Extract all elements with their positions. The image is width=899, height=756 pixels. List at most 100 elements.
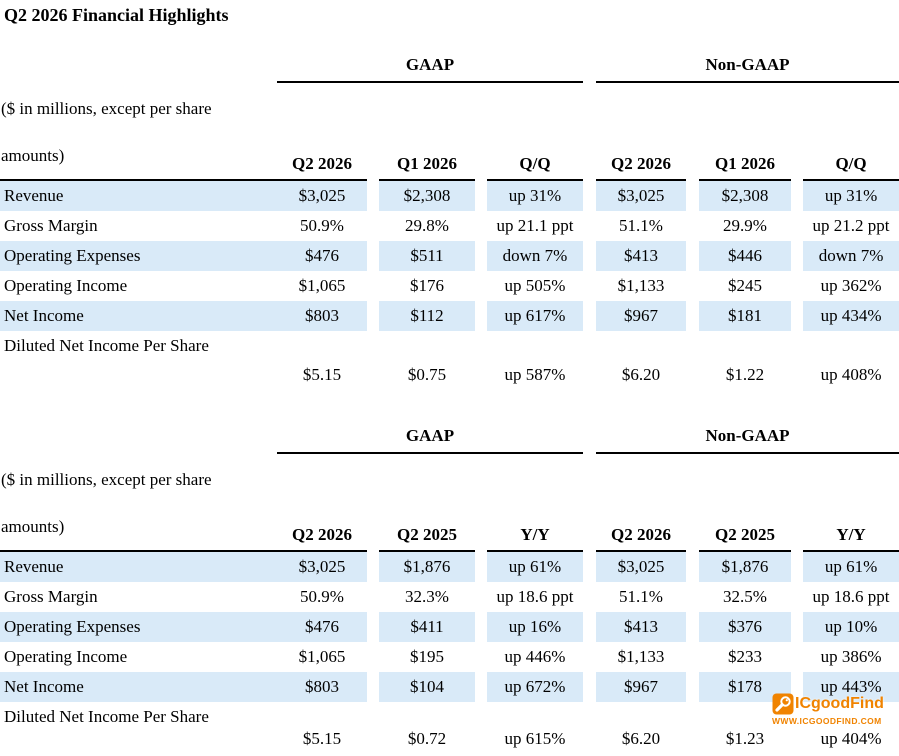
column-header: Q2 2026 <box>596 83 687 181</box>
column-gap <box>686 612 700 642</box>
column-gap <box>791 83 804 181</box>
cell-value: $3,025 <box>277 181 367 211</box>
column-gap <box>791 672 804 702</box>
cell-value: up 615% <box>504 729 566 748</box>
column-gap <box>367 211 379 241</box>
column-gap <box>475 454 487 552</box>
cell-value: $376 <box>699 612 792 642</box>
column-gap <box>475 271 487 301</box>
table-row: Diluted Net Income Per Share $5.15 $0.75 up… <box>0 331 899 391</box>
column-gap <box>686 301 700 331</box>
column-gap <box>475 241 487 271</box>
cell-value: $476 <box>277 612 367 642</box>
column-gap <box>475 552 487 582</box>
column-gap <box>583 702 597 752</box>
cell-value: up 31% <box>803 181 899 211</box>
column-gap <box>367 83 379 181</box>
cell-value: 32.3% <box>405 587 449 606</box>
row-label: Revenue <box>0 552 277 582</box>
column-gap <box>686 211 700 241</box>
table-row: Operating Expenses $476 $411 up 16% $413 $376… <box>0 612 899 642</box>
column-gap <box>475 672 487 702</box>
column-gap <box>791 241 804 271</box>
cell-value: $413 <box>596 241 687 271</box>
row-label: Revenue <box>0 181 277 211</box>
column-gap <box>791 582 804 612</box>
column-header: Q2 2025 <box>379 454 475 552</box>
qq-comparison-section: GAAP Non-GAAP ($ in millions, except per… <box>0 50 899 391</box>
cell-value: $1,133 <box>617 276 665 295</box>
column-gap <box>583 582 597 612</box>
cell-value: up 443% <box>803 672 899 702</box>
cell-value: $476 <box>277 241 367 271</box>
cell-value: $104 <box>379 672 475 702</box>
cell-value: 50.9% <box>300 587 344 606</box>
group-header-non-gaap: Non-GAAP <box>596 50 899 83</box>
spacer-cell <box>0 50 277 83</box>
column-gap <box>583 271 597 301</box>
row-label: Operating Income <box>4 276 128 295</box>
column-gap <box>686 454 700 552</box>
column-gap <box>367 454 379 552</box>
column-gap <box>791 181 804 211</box>
table-row: Net Income $803 $112 up 617% $967 $181 up 434% <box>0 301 899 331</box>
column-gap <box>475 181 487 211</box>
column-gap <box>367 301 379 331</box>
cell-value: down 7% <box>803 241 899 271</box>
group-header-non-gaap: Non-GAAP <box>596 421 899 454</box>
column-gap <box>583 642 597 672</box>
column-gap <box>367 702 379 752</box>
cell-value: up 386% <box>820 647 882 666</box>
row-label: Diluted Net Income Per Share <box>4 336 209 355</box>
cell-value: $3,025 <box>596 181 687 211</box>
cell-value: up 587% <box>504 365 566 384</box>
column-header: Q2 2026 <box>596 454 687 552</box>
cell-value: $181 <box>699 301 792 331</box>
column-gap <box>475 702 487 752</box>
column-gap <box>475 582 487 612</box>
table-row: Operating Income $1,065 $195 up 446% $1,133 $… <box>0 642 899 672</box>
column-gap <box>583 331 597 391</box>
cell-value: up 617% <box>487 301 584 331</box>
watermark-url: WWW.ICGOODFIND.COM <box>772 716 882 726</box>
column-gap <box>686 552 700 582</box>
cell-value: $6.20 <box>621 365 661 384</box>
table-row: Gross Margin 50.9% 29.8% up 21.1 ppt 51.1% 29… <box>0 211 899 241</box>
column-gap <box>583 421 597 454</box>
cell-value: $446 <box>699 241 792 271</box>
column-gap <box>791 642 804 672</box>
cell-value: $176 <box>410 276 444 295</box>
table-row: Net Income $803 $104 up 672% $967 $178 up 443% <box>0 672 899 702</box>
column-gap <box>475 211 487 241</box>
column-gap <box>791 211 804 241</box>
column-gap <box>583 181 597 211</box>
units-note-line-1: ($ in millions, except per share <box>1 99 212 118</box>
cell-value: 50.9% <box>300 216 344 235</box>
row-label: Gross Margin <box>4 587 98 606</box>
cell-value: $1.23 <box>725 729 765 748</box>
cell-value: $3,025 <box>277 552 367 582</box>
cell-value: up 61% <box>487 552 584 582</box>
qq-table-body: Revenue $3,025 $2,308 up 31% $3,025 $2,308 up … <box>0 181 899 391</box>
row-label: Operating Income <box>4 647 128 666</box>
row-label: Net Income <box>0 301 277 331</box>
cell-value: up 434% <box>803 301 899 331</box>
cell-value: up 21.2 ppt <box>812 216 890 235</box>
cell-value: $3,025 <box>596 552 687 582</box>
cell-value: $1,065 <box>298 276 346 295</box>
column-gap <box>583 50 597 83</box>
column-gap <box>686 241 700 271</box>
column-gap <box>791 301 804 331</box>
yy-comparison-section: GAAP Non-GAAP ($ in millions, except per… <box>0 421 899 752</box>
cell-value: $0.75 <box>407 365 447 384</box>
column-header-row: ($ in millions, except per share amounts… <box>0 454 899 552</box>
column-gap <box>583 552 597 582</box>
column-gap <box>686 83 700 181</box>
cell-value: $6.20 <box>621 729 661 748</box>
cell-value: up 446% <box>504 647 566 666</box>
column-header: Q/Q <box>487 83 584 181</box>
cell-value: up 16% <box>487 612 584 642</box>
cell-value: up 672% <box>487 672 584 702</box>
cell-value: $1,876 <box>699 552 792 582</box>
cell-value: $112 <box>379 301 475 331</box>
